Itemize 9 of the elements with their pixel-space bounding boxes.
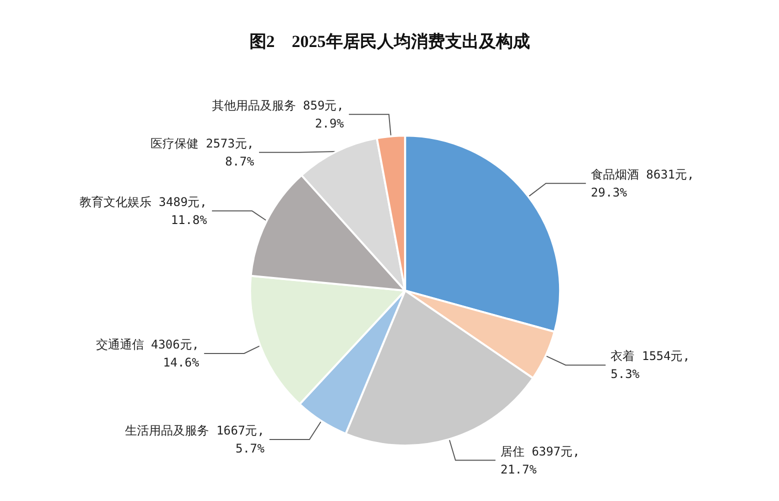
slice-label: 其他用品及服务 859元, 2.9% bbox=[212, 98, 345, 130]
slice-label: 居住 6397元, 21.7% bbox=[500, 444, 580, 476]
slice-label: 食品烟酒 8631元, 29.3% bbox=[590, 167, 694, 200]
slice-label: 教育文化娱乐 3489元, 11.8% bbox=[80, 194, 208, 227]
slice-label: 衣着 1554元, 5.3% bbox=[610, 349, 690, 382]
chart-title: 图2 2025年居民人均消费支出及构成 bbox=[249, 32, 530, 51]
slice-label: 交通通信 4306元, 14.6% bbox=[96, 338, 200, 370]
slice-label: 医疗保健 2573元, 8.7% bbox=[150, 136, 255, 168]
slice-label: 生活用品及服务 1667元, 5.7% bbox=[125, 424, 266, 456]
